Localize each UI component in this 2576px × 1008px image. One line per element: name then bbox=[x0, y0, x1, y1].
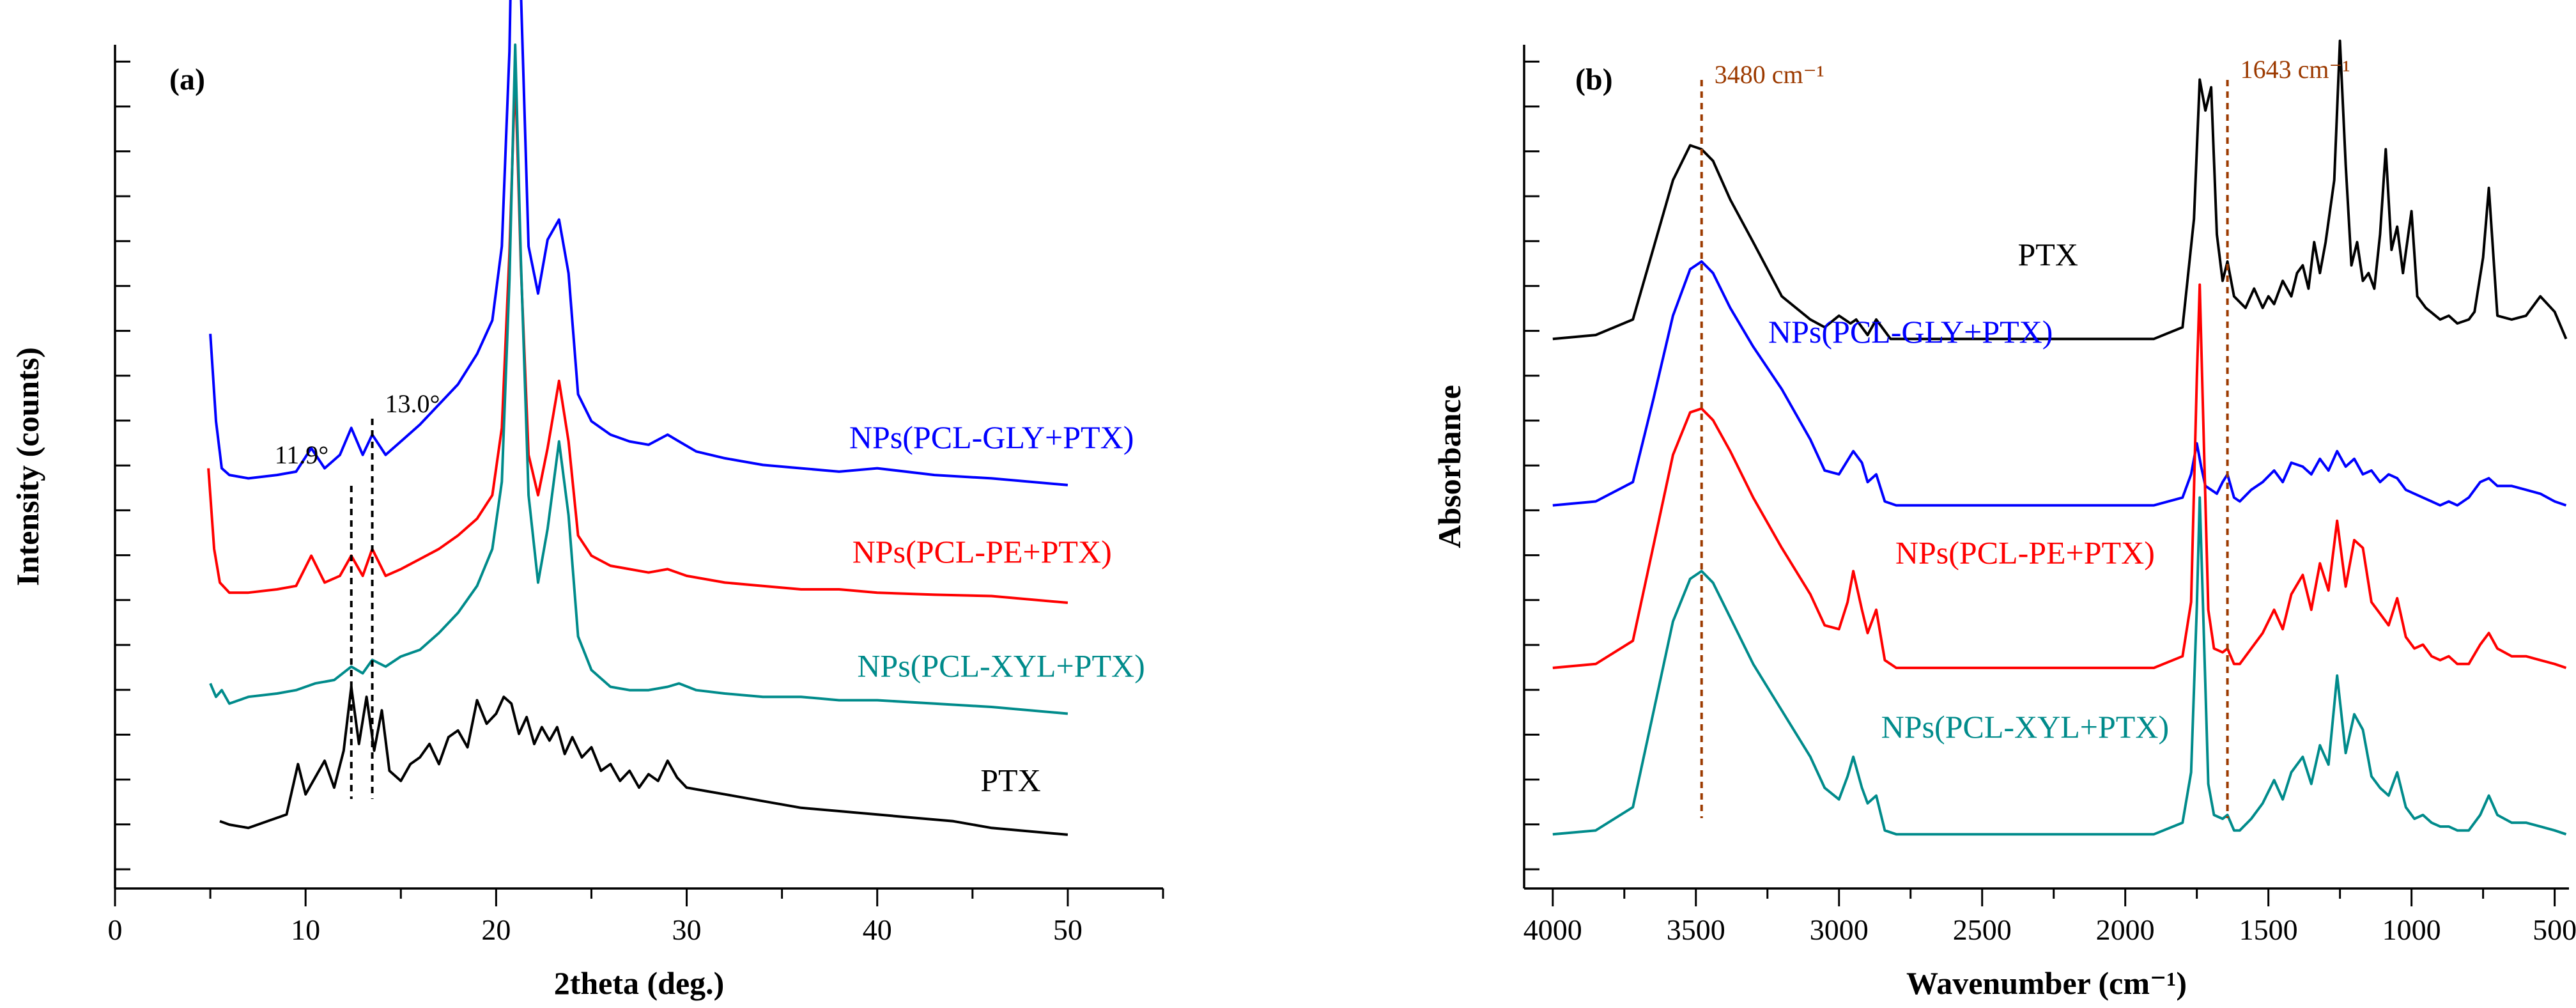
series-label-nps-pcl-xyl-ptx: NPs(PCL-XYL+PTX) bbox=[1881, 709, 2169, 745]
x-tick-label: 0 bbox=[108, 913, 123, 946]
x-tick-label: 1500 bbox=[2239, 913, 2298, 946]
series-label-nps-pcl-pe-ptx: NPs(PCL-PE+PTX) bbox=[852, 534, 1112, 570]
series-line-nps-pcl-gly-ptx bbox=[209, 0, 1068, 486]
x-tick-label: 2500 bbox=[1953, 913, 2012, 946]
panel-a-chart: 0 10 20 30 40 50 2theta (deg.) Intensity (count… bbox=[10, 0, 1164, 1001]
y-axis-label: Absorbance bbox=[1431, 385, 1467, 548]
series-line-nps-pcl-xyl-ptx bbox=[1552, 496, 2567, 836]
x-tick-label: 2000 bbox=[2096, 913, 2155, 946]
series-line-ptx bbox=[219, 685, 1068, 836]
x-tick-label: 500 bbox=[2533, 913, 2576, 946]
series-label-nps-pcl-gly-ptx: NPs(PCL-GLY+PTX) bbox=[849, 419, 1134, 455]
annotation-label: 3480 cm⁻¹ bbox=[1715, 60, 1824, 89]
panel-label: (a) bbox=[169, 63, 205, 97]
x-tick-label: 40 bbox=[863, 913, 892, 946]
series-line-nps-pcl-pe-ptx bbox=[207, 70, 1068, 604]
panel-label: (b) bbox=[1575, 63, 1613, 97]
series-line-nps-pcl-gly-ptx bbox=[1552, 260, 2567, 507]
series-line-nps-pcl-pe-ptx bbox=[1552, 283, 2567, 669]
series-label-ptx: PTX bbox=[2018, 236, 2078, 272]
x-axis-label: Wavenumber (cm⁻¹) bbox=[1906, 965, 2187, 1001]
x-tick-label: 4000 bbox=[1523, 913, 1582, 946]
annotation-label: 13.0° bbox=[385, 389, 440, 418]
series-label-nps-pcl-xyl-ptx: NPs(PCL-XYL+PTX) bbox=[857, 648, 1145, 684]
panel-b-chart: 4000 3500 3000 2500 2000 1500 1000 500 Wavenumbe… bbox=[1431, 39, 2576, 1001]
x-tick-label: 50 bbox=[1053, 913, 1083, 946]
y-axis-label: Intensity (counts) bbox=[10, 347, 45, 586]
series-line-ptx bbox=[1552, 39, 2568, 341]
x-tick-label: 3500 bbox=[1667, 913, 1725, 946]
x-tick-label: 10 bbox=[291, 913, 320, 946]
x-tick-label: 30 bbox=[672, 913, 702, 946]
x-tick-label: 3000 bbox=[1810, 913, 1869, 946]
series-line-nps-pcl-xyl-ptx bbox=[209, 43, 1068, 715]
series-label-nps-pcl-pe-ptx: NPs(PCL-PE+PTX) bbox=[1895, 534, 2155, 570]
x-tick-label: 1000 bbox=[2382, 913, 2441, 946]
annotation-label: 11.9° bbox=[275, 440, 329, 469]
annotation-label: 1643 cm⁻¹ bbox=[2241, 55, 2350, 84]
x-tick-label: 20 bbox=[481, 913, 511, 946]
series-label-nps-pcl-gly-ptx: NPs(PCL-GLY+PTX) bbox=[1768, 314, 2053, 350]
series-label-ptx: PTX bbox=[980, 762, 1040, 798]
x-axis-label: 2theta (deg.) bbox=[554, 965, 725, 1001]
